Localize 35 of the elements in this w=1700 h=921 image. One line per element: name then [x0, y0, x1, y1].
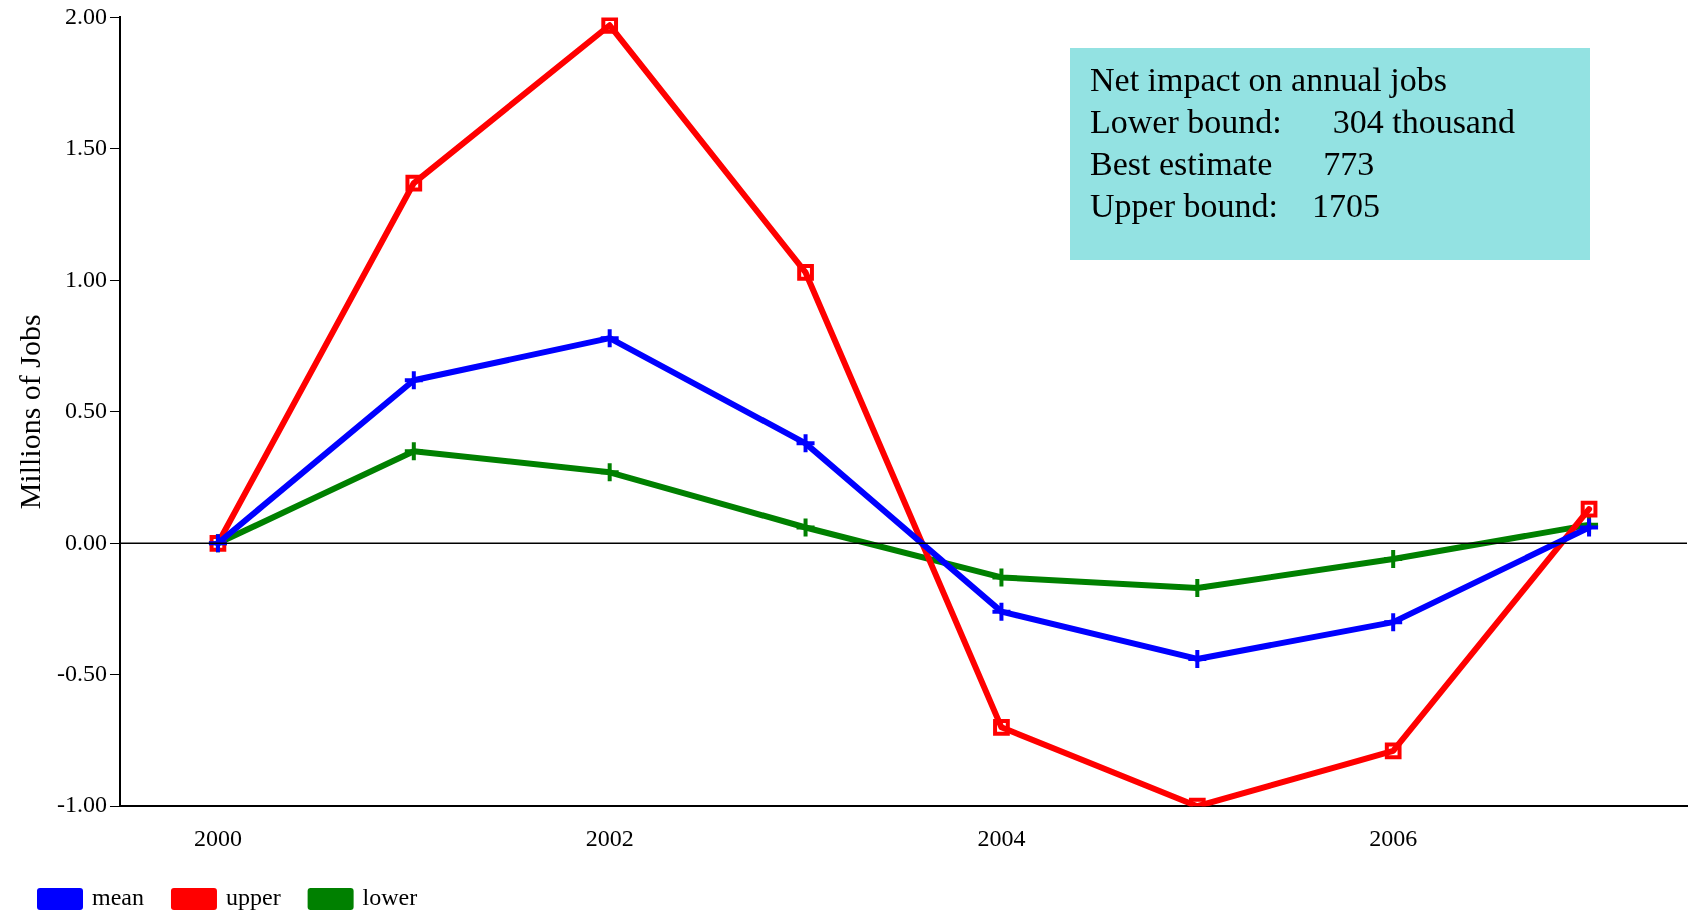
- point: [405, 174, 423, 192]
- point: [1382, 611, 1405, 634]
- y-tick-label: 2.00: [64, 2, 107, 29]
- point: [1186, 647, 1209, 670]
- point: [1384, 742, 1402, 760]
- point: [598, 461, 621, 484]
- annotation: Best estimate 773: [1090, 144, 1375, 182]
- point: [797, 264, 814, 281]
- x-tick-label: 2006: [1369, 824, 1418, 851]
- point: [402, 369, 425, 392]
- x-tick-label: 2004: [977, 824, 1026, 851]
- legend-label: mean: [92, 884, 144, 911]
- point: [598, 327, 621, 350]
- legend-label: upper: [225, 884, 281, 911]
- x-tick-label: 2000: [193, 824, 242, 851]
- y-tick-label: 1.00: [64, 265, 107, 292]
- annotation: Net impact on annual jobs: [1090, 60, 1447, 98]
- y-axis-title: Millions of Jobs: [12, 314, 46, 510]
- point: [990, 600, 1013, 623]
- point: [794, 432, 817, 455]
- point: [1382, 548, 1405, 571]
- point: [601, 17, 619, 34]
- y-tick-label: 0.50: [64, 397, 107, 424]
- annotation: Upper bound: 1705: [1090, 186, 1380, 224]
- legend-label: lower: [362, 884, 418, 911]
- point: [993, 718, 1010, 736]
- y-tick-label: -1.00: [56, 791, 107, 818]
- y-tick-label: 1.50: [64, 134, 107, 161]
- annotation: Lower bound: 304 thousand: [1090, 102, 1515, 140]
- y-tick-label: 0.00: [64, 528, 107, 555]
- point: [794, 516, 817, 539]
- x-tick-label: 2002: [585, 824, 634, 851]
- point: [1580, 500, 1598, 518]
- y-tick-label: -0.50: [56, 660, 107, 687]
- point: [402, 440, 425, 463]
